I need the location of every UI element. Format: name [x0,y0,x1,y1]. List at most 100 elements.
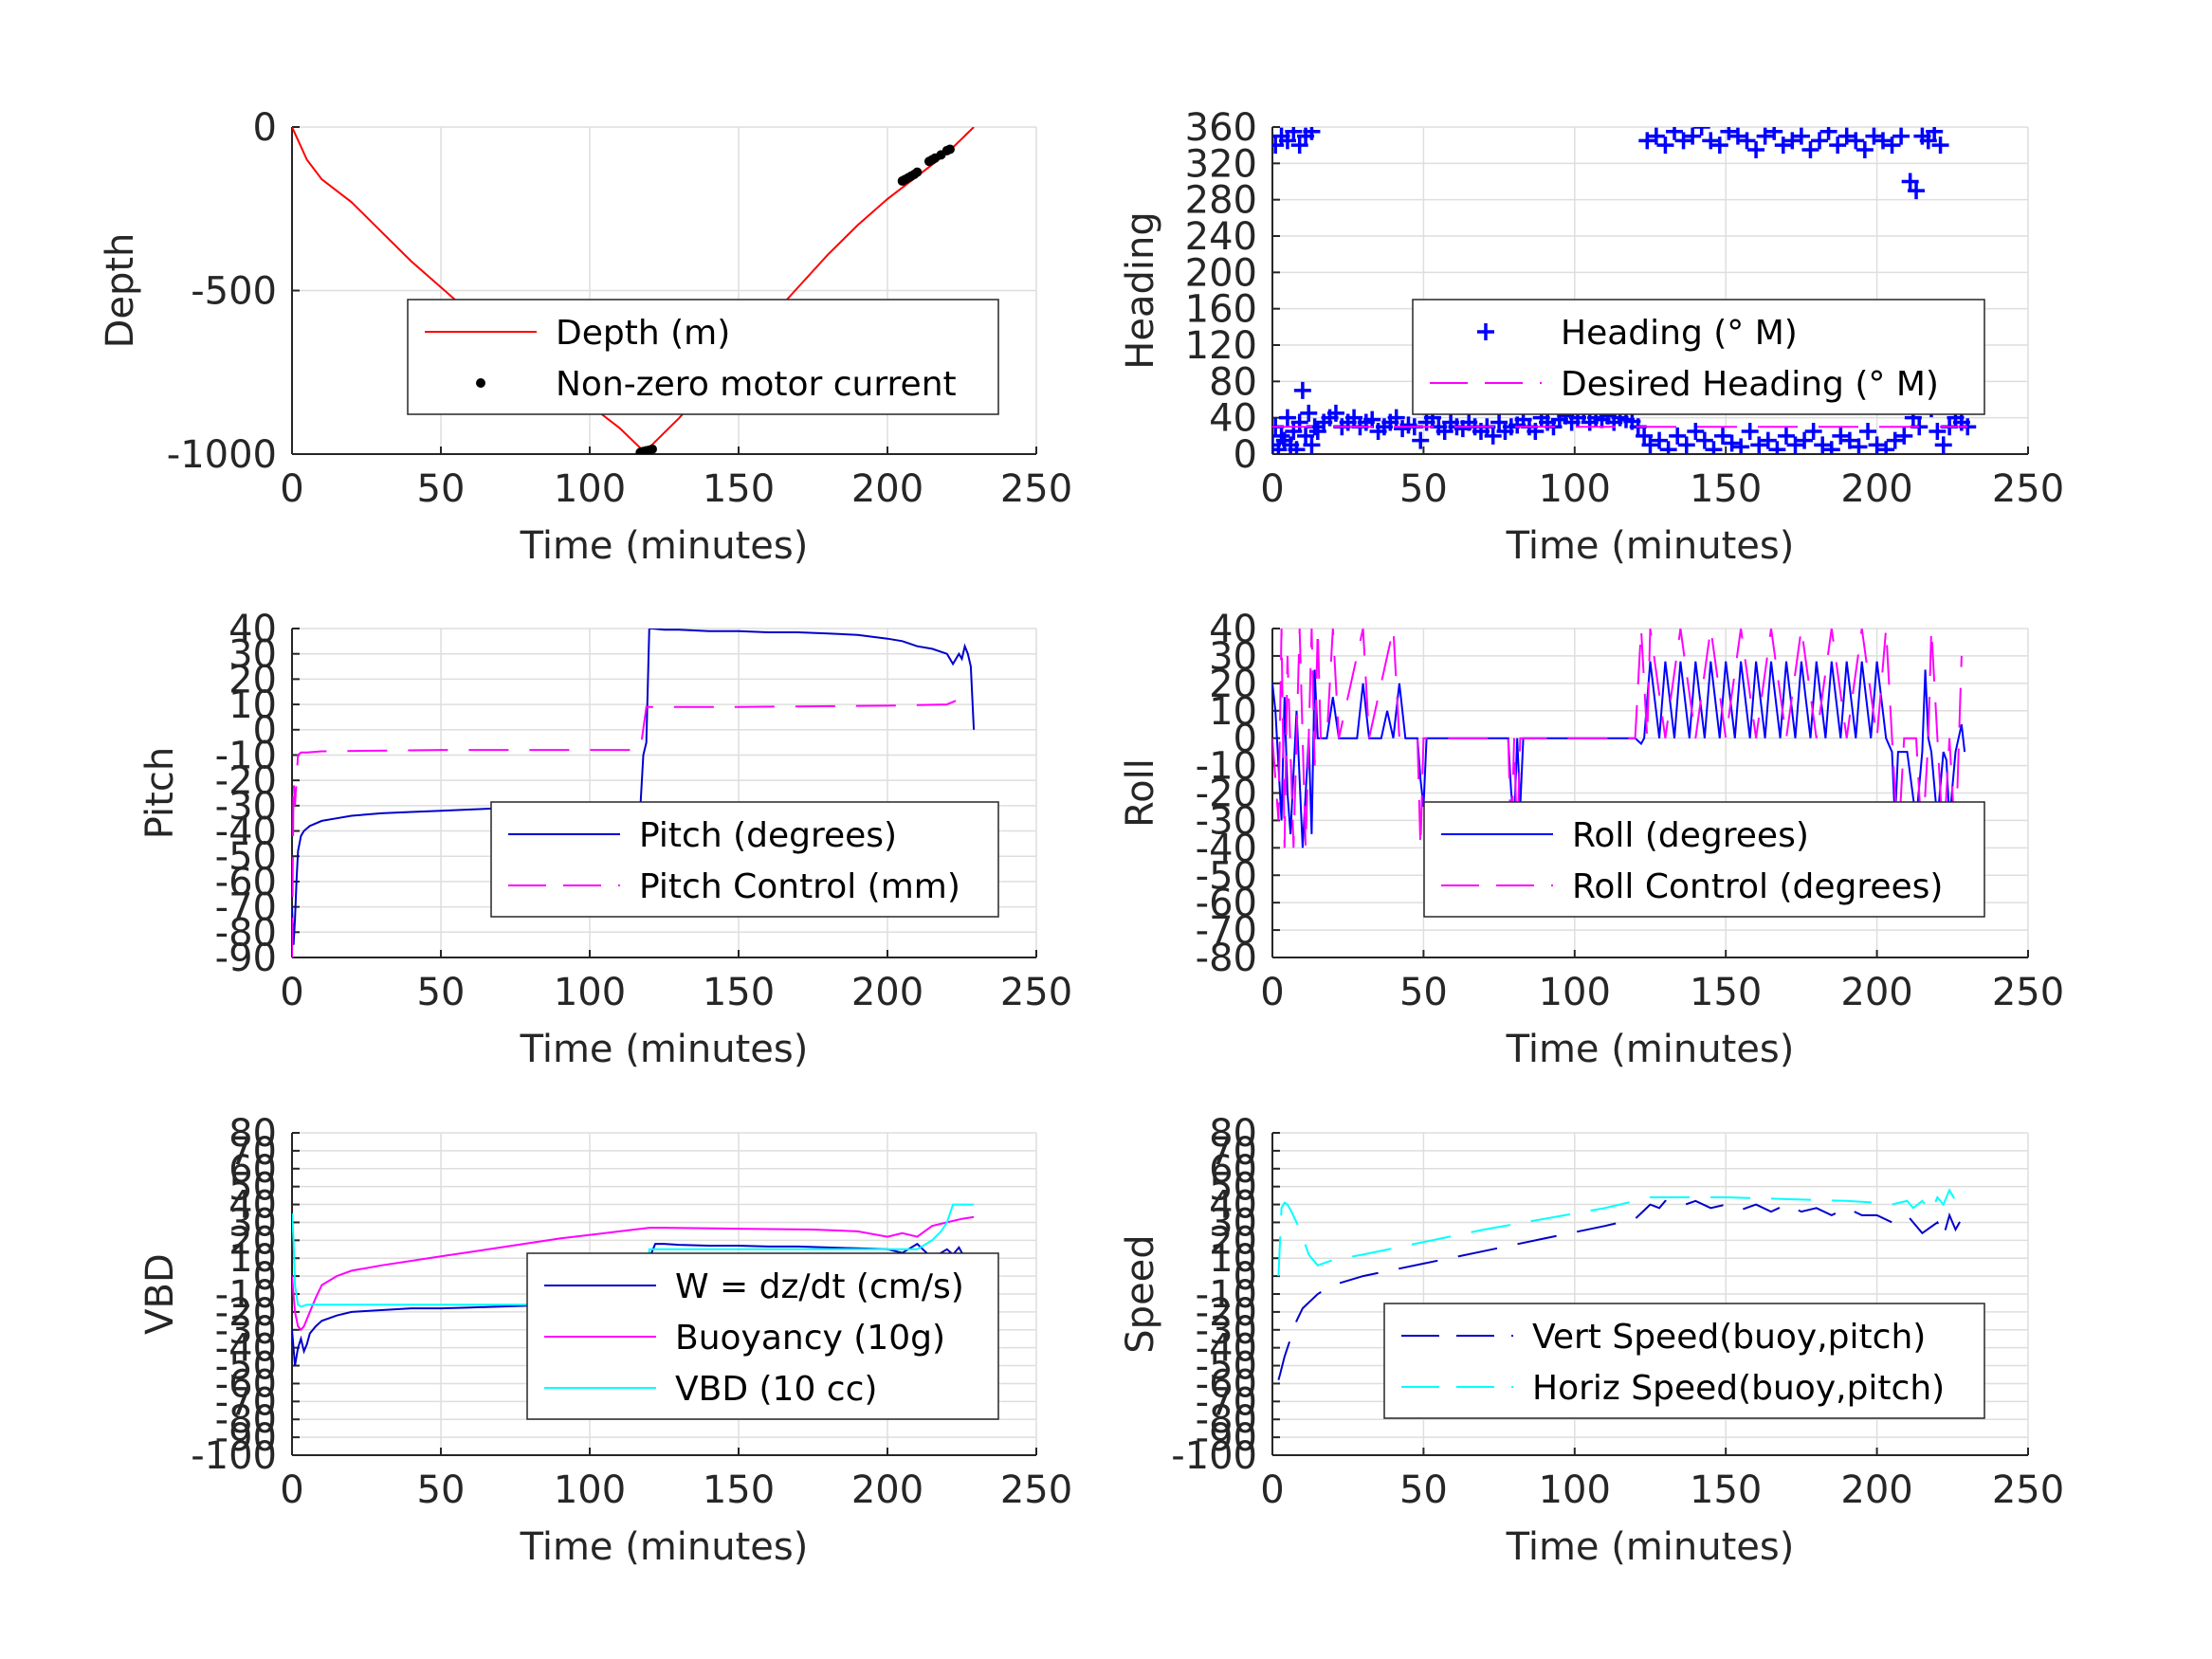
y-tick-label: -80 [215,1398,277,1442]
y-tick-label: -40 [1196,827,1257,870]
data-point [1926,127,1944,140]
legend-label: Heading (° M) [1561,314,1798,353]
x-axis-label: Time (minutes) [1506,524,1795,568]
data-point [1929,423,1947,441]
y-tick-label: -1000 [167,433,277,477]
data-point [1856,140,1874,158]
y-tick-label: 20 [1209,663,1257,706]
data-point [1272,137,1285,155]
legend-label: Pitch Control (mm) [639,867,960,906]
x-tick-label: 100 [1539,971,1611,1014]
y-tick-label: 70 [229,1130,277,1174]
data-point [1783,132,1801,150]
x-tick-label: 0 [1260,1468,1284,1512]
series-line [1277,1186,1965,1277]
y-tick-label: 30 [1209,1201,1257,1245]
y-axis-label: Depth [99,233,142,349]
data-point [1750,436,1768,454]
legend-swatch [1477,323,1494,340]
legend-label: Roll Control (degrees) [1572,867,1943,906]
y-tick-label: -60 [215,861,277,904]
y-tick-label: 40 [1209,397,1257,441]
data-point [1747,140,1765,158]
x-tick-label: 50 [1399,971,1448,1014]
y-tick-label: -50 [1196,1345,1257,1389]
x-tick-label: 100 [554,1468,626,1512]
y-tick-label: 20 [229,658,277,702]
x-tick-label: 0 [1260,467,1284,511]
data-point [1756,127,1774,145]
data-point [1412,431,1430,449]
y-tick-label: -90 [215,937,277,980]
heading-chart: 0 50 100 150 200 2500408012016020024028032036… [1119,106,2064,568]
x-tick-label: 0 [1260,971,1284,1014]
y-tick-label: -30 [215,785,277,829]
y-tick-label: 80 [1209,360,1257,404]
x-tick-label: 50 [417,971,466,1014]
x-tick-label: 50 [1399,467,1448,511]
data-point [647,444,657,454]
data-point [1692,127,1710,136]
legend-label: Roll (degrees) [1572,816,1809,855]
series-group [292,127,975,454]
data-point [1901,173,1919,191]
y-tick-label: -80 [1196,1398,1257,1442]
y-tick-label: -60 [1196,1362,1257,1406]
data-point [1720,127,1738,140]
x-axis-label: Time (minutes) [520,1028,809,1071]
legend-label: Non-zero motor current [556,365,957,404]
data-point [1285,423,1303,441]
x-axis-label: Time (minutes) [1506,1028,1795,1071]
data-point [1387,409,1405,427]
y-tick-label: 360 [1185,106,1257,150]
y-tick-label: 200 [1185,251,1257,295]
y-axis-label: VBD [138,1253,182,1335]
data-point [1636,427,1654,445]
y-tick-label: -80 [1196,937,1257,980]
x-tick-label: 150 [703,1468,775,1512]
y-axis-label: Pitch [138,747,182,839]
y-tick-label: -70 [1196,909,1257,953]
y-tick-label: 0 [253,106,277,150]
data-point [1278,132,1296,150]
y-tick-label: -40 [215,1327,277,1371]
y-tick-label: -10 [1196,1273,1257,1317]
data-point [1326,404,1344,422]
data-point [1303,127,1321,140]
x-tick-label: 200 [1840,1468,1912,1512]
data-point [1345,409,1363,427]
y-tick-label: 30 [229,633,277,677]
x-tick-label: 250 [1992,1468,2064,1512]
data-point [1931,137,1949,155]
legend-label: Buoyancy (10g) [675,1319,945,1358]
y-tick-label: 0 [253,709,277,753]
y-tick-label: -40 [215,811,277,854]
data-point [1850,438,1868,454]
y-tick-label: -80 [215,911,277,955]
data-point [1796,431,1814,449]
series-line [292,629,976,945]
legend: Pitch (degrees) Pitch Control (mm) [490,801,999,918]
data-point [1278,409,1296,427]
x-tick-label: 250 [1000,1468,1072,1512]
data-point [1804,423,1822,441]
data-point [1728,127,1746,145]
legend-box [1412,299,1985,415]
y-tick-label: -10 [215,1273,277,1317]
y-tick-label: -40 [1196,1327,1257,1371]
legend-label: Pitch (degrees) [639,816,897,855]
series-line [292,127,975,452]
y-tick-label: -500 [191,270,277,314]
legend-box [1383,1303,1985,1419]
y-tick-label: 20 [229,1219,277,1263]
y-axis-label: Speed [1119,1234,1162,1353]
y-tick-label: -20 [1196,1291,1257,1335]
data-point [1290,413,1308,431]
x-tick-label: 150 [1690,467,1762,511]
data-point [1484,427,1502,445]
legend-label: VBD (10 cc) [675,1370,877,1409]
data-point [1741,423,1759,441]
data-point [1526,423,1545,441]
data-point [1811,132,1829,150]
data-point [1695,431,1713,449]
